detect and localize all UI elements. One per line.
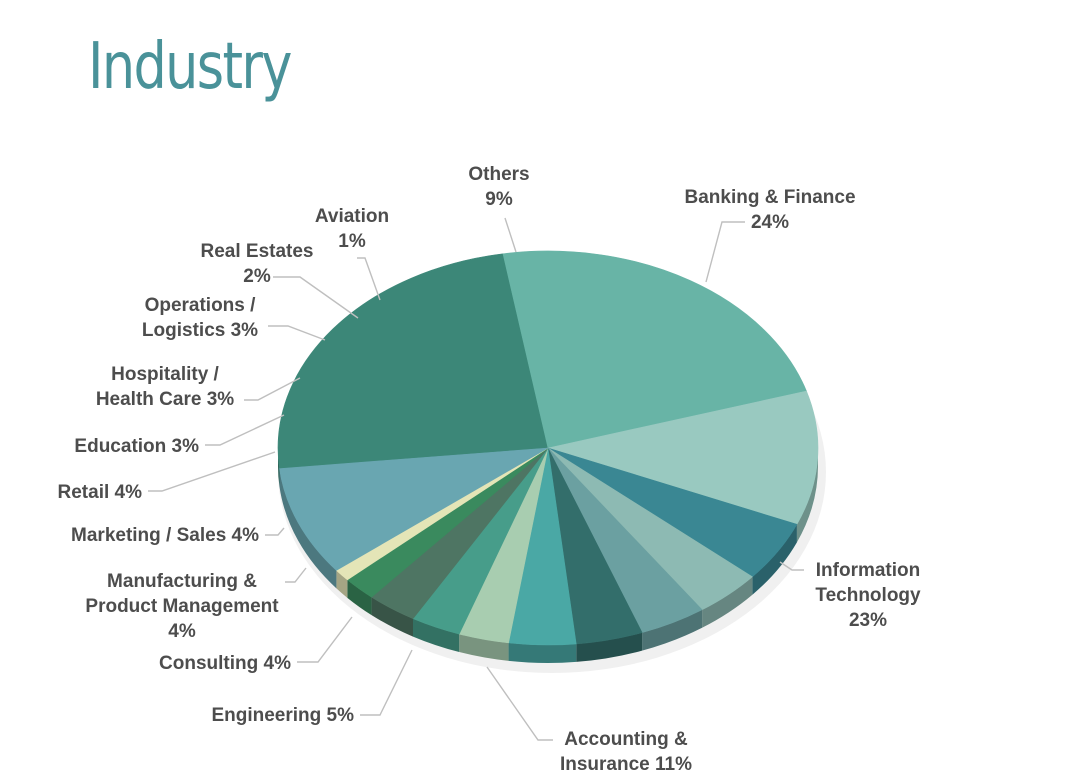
pie-side-others [279, 468, 337, 589]
slice-label-line: Others [468, 164, 529, 185]
slice-label-line: 2% [243, 266, 271, 287]
slice-label-hospitality-health-care: Hospitality / Health Care 3% [96, 364, 234, 410]
leader-line-education [205, 414, 285, 446]
slice-label-line: 23% [849, 610, 887, 631]
slice-label-line: Marketing / Sales 4% [71, 525, 259, 546]
pie-side-marketing-sales [576, 632, 643, 662]
slice-label-retail: Retail 4% [58, 482, 143, 503]
pie-labels: Banking & Finance 24% Information Technolog… [58, 164, 922, 774]
slice-label-line: Technology [815, 585, 921, 606]
slice-label-line: 24% [751, 212, 789, 233]
leader-line-manufacturing-product-management [285, 567, 307, 583]
leader-line-information-technology [779, 561, 804, 571]
slice-label-line: Accounting & [564, 729, 688, 750]
pie-side-real-estates [347, 579, 372, 616]
slice-label-line: Banking & Finance [684, 187, 855, 208]
slice-label-line: Health Care 3% [96, 389, 234, 410]
slice-label-information-technology: Information Technology 23% [815, 560, 921, 631]
slice-label-education: Education 3% [74, 436, 199, 457]
slice-label-line: Insurance 11% [560, 754, 692, 774]
pie-side-aviation [336, 570, 348, 598]
slice-label-line: 1% [338, 231, 366, 252]
leader-line-retail [148, 451, 276, 492]
pie-slice-banking-finance [277, 253, 549, 469]
pie-side-retail [508, 642, 577, 664]
pie-side-hospitality-health-care [413, 618, 460, 653]
pie-side-operations-logistics [371, 597, 413, 637]
slice-label-manufacturing-product-management: Manufacturing & Product Management 4% [85, 571, 279, 642]
slice-label-line: Education 3% [74, 436, 199, 457]
pie-slices [277, 250, 819, 646]
pie-slice-accounting-insurance [546, 390, 819, 525]
leader-line-marketing-sales [265, 527, 285, 536]
slice-label-consulting: Consulting 4% [159, 653, 291, 674]
leader-line-engineering [360, 649, 413, 716]
leader-line-banking-finance [705, 221, 745, 283]
leader-line-accounting-insurance [486, 666, 553, 741]
leader-line-others [504, 217, 517, 253]
slice-label-line: Manufacturing & [107, 571, 257, 592]
slice-label-line: Consulting 4% [159, 653, 291, 674]
slice-label-operations-logistics: Operations / Logistics 3% [142, 295, 258, 341]
slice-label-others: Others 9% [468, 164, 529, 210]
pie-sides [278, 448, 818, 664]
pie-side-manufacturing-product-management [642, 609, 703, 651]
slice-label-line: Aviation [315, 206, 389, 227]
leader-line-aviation [357, 257, 381, 301]
slice-label-accounting-insurance: Accounting & Insurance 11% [560, 729, 692, 774]
pie-slice-information-technology [502, 250, 807, 449]
page-title: Industry [88, 30, 292, 104]
pie-side-engineering [752, 524, 797, 595]
slice-label-banking-finance: Banking & Finance 24% [684, 187, 855, 233]
slice-label-line: Operations / [145, 295, 257, 316]
slice-label-real-estates: Real Estates 2% [200, 241, 313, 287]
leader-line-real-estates [273, 276, 359, 319]
slice-label-line: Engineering 5% [211, 705, 354, 726]
slice-label-line: 9% [485, 189, 513, 210]
slice-label-aviation: Aviation 1% [315, 206, 389, 252]
slice-label-line: Hospitality / [111, 364, 219, 385]
slice-label-line: Product Management [85, 596, 279, 617]
pie-slice-others [279, 447, 549, 571]
pie-side-banking-finance [278, 448, 280, 487]
pie-side-consulting [702, 576, 753, 628]
slice-label-marketing-sales: Marketing / Sales 4% [71, 525, 259, 546]
slice-label-line: Real Estates [200, 241, 313, 262]
leader-line-operations-logistics [268, 325, 326, 341]
slice-label-line: Information [816, 560, 921, 581]
slice-label-line: 4% [168, 621, 196, 642]
slice-label-line: Retail 4% [58, 482, 143, 503]
leader-line-consulting [297, 616, 353, 663]
leader-line-hospitality-health-care [244, 377, 301, 401]
slice-label-line: Logistics 3% [142, 320, 258, 341]
slice-label-engineering: Engineering 5% [211, 705, 354, 726]
pie-side-education [459, 634, 509, 661]
pie-side-accounting-insurance [796, 448, 818, 543]
